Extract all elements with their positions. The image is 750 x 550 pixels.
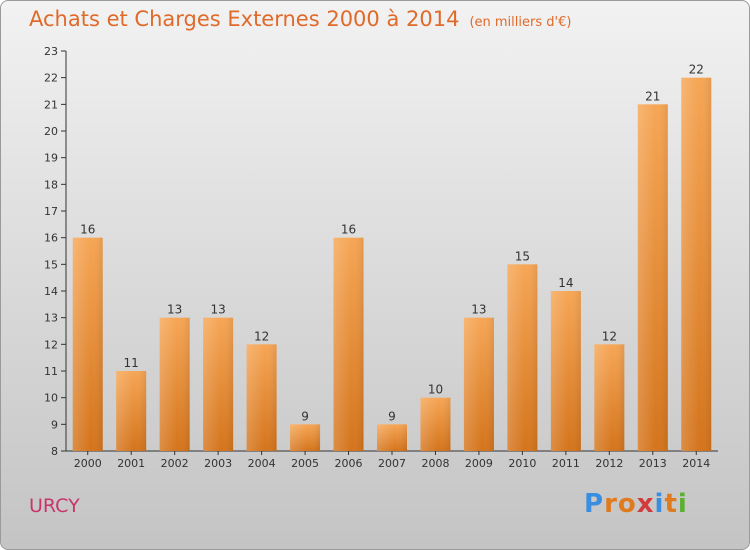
bar-shade-2002 (159, 317, 190, 451)
bars: 16 11 13 13 12 9 16 9 10 13 15 14 12 21 22 (72, 63, 712, 452)
bar-shade-2010 (507, 264, 538, 451)
x-tick-label-2008: 2008 (421, 457, 449, 470)
logo-letter: x (636, 489, 655, 519)
bar-shade-2000 (72, 237, 103, 451)
x-tick-label-2001: 2001 (117, 457, 145, 470)
logo-letter: r (604, 489, 618, 519)
value-label-2014: 22 (689, 63, 704, 77)
x-tick-label-2014: 2014 (682, 457, 710, 470)
commune-name: URCY (29, 495, 80, 517)
title-text: Achats et Charges Externes 2000 à 2014 (29, 7, 460, 31)
x-tick-label-2010: 2010 (508, 457, 536, 470)
proxiti-logo: Proxiti (584, 489, 688, 519)
x-tick-label-2002: 2002 (161, 457, 189, 470)
bar-shade-2006 (333, 237, 364, 451)
value-label-2013: 21 (645, 89, 660, 103)
y-tick-label: 14 (44, 285, 58, 298)
x-tick-label-2012: 2012 (595, 457, 623, 470)
value-label-2006: 16 (341, 223, 356, 237)
y-tick-label: 18 (44, 178, 58, 191)
y-tick-label: 15 (44, 258, 58, 271)
value-label-2004: 12 (254, 329, 269, 343)
y-tick-label: 23 (44, 45, 58, 58)
bar-shade-2008 (420, 397, 451, 451)
logo-letter: t (664, 489, 678, 519)
value-label-2008: 10 (428, 383, 443, 397)
y-tick-label: 21 (44, 98, 58, 111)
value-label-2003: 13 (210, 303, 225, 317)
x-tick-label-2013: 2013 (639, 457, 667, 470)
logo-letter: o (617, 489, 637, 519)
bar-shade-2005 (290, 424, 321, 451)
logo-letter: P (584, 489, 605, 519)
value-label-2010: 15 (515, 249, 530, 263)
value-label-2012: 12 (602, 329, 617, 343)
x-tick-label-2000: 2000 (74, 457, 102, 470)
value-label-2009: 13 (471, 303, 486, 317)
value-label-2005: 9 (301, 409, 309, 423)
bar-shade-2001 (116, 371, 147, 451)
title-unit: (en milliers d'€) (469, 15, 572, 30)
logo-letter: i (654, 489, 665, 519)
x-tick-label-2006: 2006 (335, 457, 363, 470)
value-label-2011: 14 (558, 276, 573, 290)
x-axis: 2000 2001 2002 2003 2004 2005 2006 2007 2008 2009… (66, 450, 718, 470)
x-tick-label-2004: 2004 (248, 457, 276, 470)
bar-shade-2004 (246, 344, 277, 451)
y-tick-label: 20 (44, 125, 58, 138)
y-tick-label: 10 (44, 392, 58, 405)
bar-shade-2007 (377, 424, 407, 451)
x-tick-label-2003: 2003 (204, 457, 232, 470)
y-tick-label: 19 (44, 152, 58, 165)
bar-shade-2013 (637, 104, 668, 451)
y-tick-label: 13 (44, 312, 58, 325)
value-label-2007: 9 (388, 409, 396, 423)
y-tick-label: 16 (44, 232, 58, 245)
y-tick-label: 9 (51, 418, 58, 431)
y-tick-label: 11 (44, 365, 58, 378)
value-label-2000: 16 (80, 223, 95, 237)
bar-shade-2003 (203, 317, 234, 451)
bar-shade-2012 (594, 344, 625, 451)
y-tick-label: 8 (51, 445, 58, 458)
x-tick-label-2005: 2005 (291, 457, 319, 470)
x-tick-label-2011: 2011 (552, 457, 580, 470)
value-label-2002: 13 (167, 303, 182, 317)
logo-letter: i (677, 489, 688, 519)
y-axis: 8 9 10 11 12 13 14 15 16 17 18 19 20 21 22 23 (44, 45, 67, 458)
bar-shade-2009 (463, 317, 494, 451)
bar-shade-2014 (681, 77, 712, 452)
x-tick-label-2007: 2007 (378, 457, 406, 470)
y-tick-label: 17 (44, 205, 58, 218)
y-tick-label: 12 (44, 338, 58, 351)
chart-title: Achats et Charges Externes 2000 à 2014 (e… (29, 7, 571, 31)
x-tick-label-2009: 2009 (465, 457, 493, 470)
value-label-2001: 11 (124, 356, 139, 370)
y-tick-label: 22 (44, 72, 58, 85)
bar-shade-2011 (550, 291, 581, 451)
